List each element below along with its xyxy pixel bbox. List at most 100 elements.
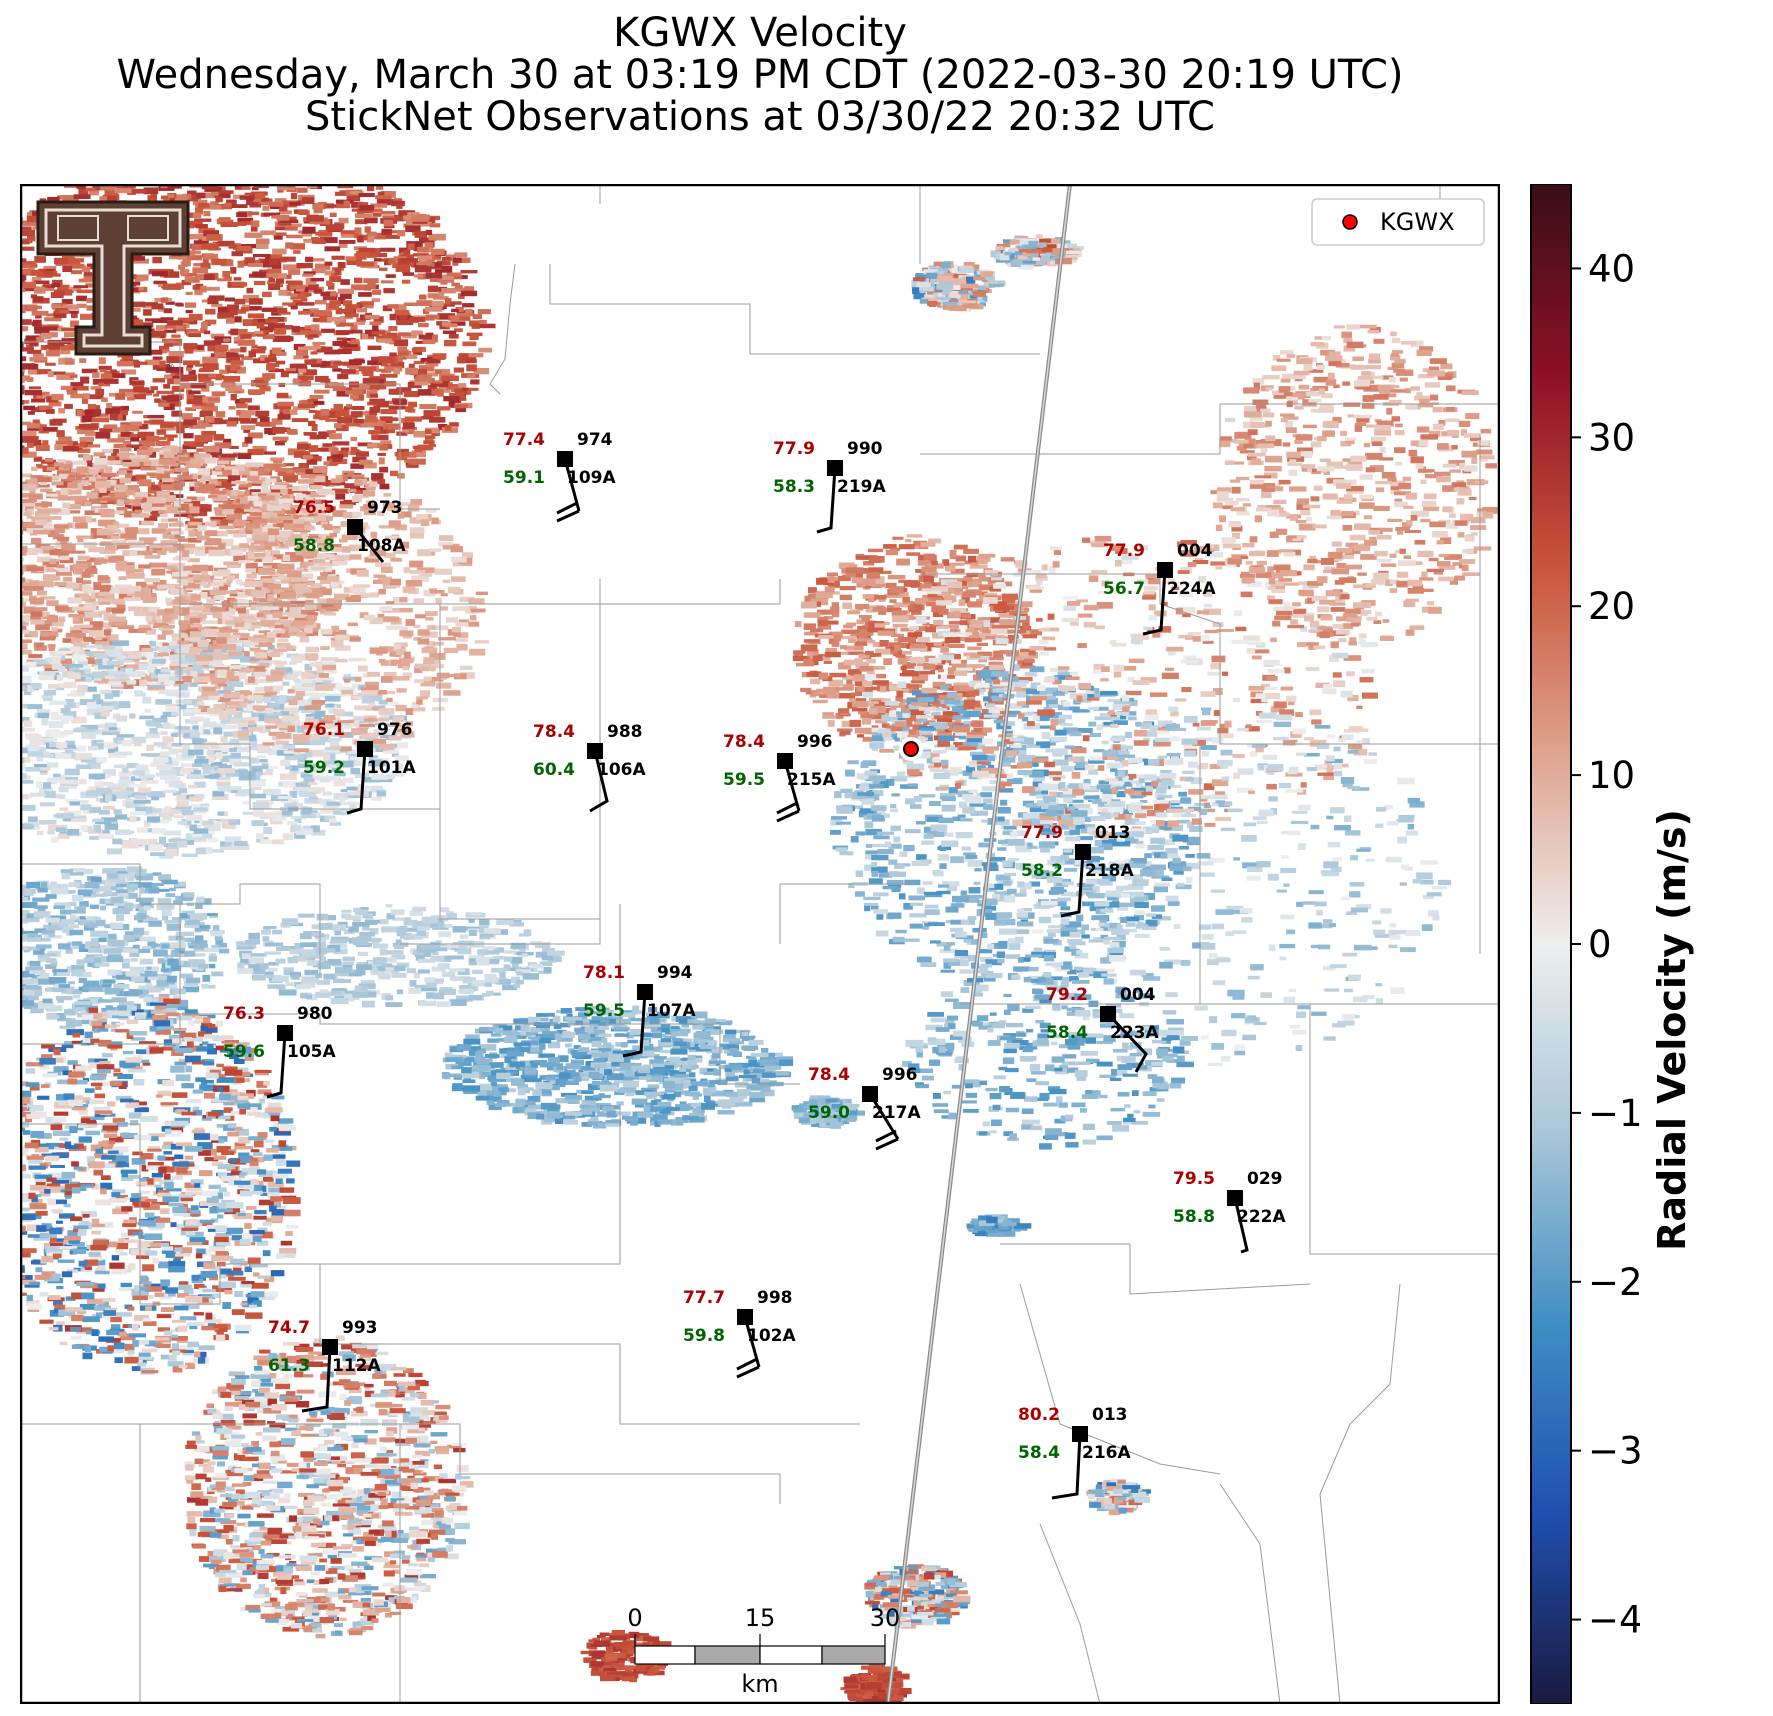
wind-barb-icon (301, 1346, 332, 1413)
colorbar-tick-label: −40 (1588, 1599, 1640, 1642)
station-id: 223A (1110, 1023, 1159, 1043)
station-pressure: 004 (1177, 541, 1213, 561)
station-pressure: 974 (577, 430, 613, 450)
station-marker (737, 1309, 753, 1325)
sticknet-stations: 76.5 973 58.8 108A 77.4 974 59.1 109A 77.9 990 58.… (223, 430, 1286, 1500)
station-dewpoint: 58.2 (1021, 861, 1063, 881)
station-id: 218A (1085, 861, 1134, 881)
title-line-2: Wednesday, March 30 at 03:19 PM CDT (202… (116, 52, 1404, 98)
station-marker (322, 1339, 338, 1355)
radar-site-marker[interactable] (899, 737, 923, 761)
colorbar-tick-label: 0 (1588, 923, 1612, 966)
county-borders (20, 184, 1500, 1704)
station-102A[interactable]: 77.7 998 59.8 102A (683, 1288, 796, 1379)
station-id: 101A (367, 758, 416, 778)
colorbar-gradient (1530, 184, 1572, 1704)
station-dewpoint: 59.1 (503, 468, 545, 488)
station-temperature: 79.2 (1046, 985, 1088, 1005)
station-222A[interactable]: 79.5 029 58.8 222A (1173, 1169, 1286, 1254)
station-id: 109A (567, 468, 616, 488)
station-dewpoint: 58.8 (1173, 1207, 1215, 1227)
colorbar-tick-label: −20 (1588, 1261, 1640, 1304)
station-id: 217A (872, 1103, 921, 1123)
station-marker (1072, 1426, 1088, 1442)
station-dewpoint: 58.4 (1046, 1023, 1088, 1043)
station-id: 108A (357, 536, 406, 556)
station-temperature: 76.5 (293, 498, 335, 518)
texas-tech-logo-icon: ® (36, 200, 190, 373)
wind-barb-icon (589, 750, 609, 813)
station-marker (347, 519, 363, 535)
station-id: 222A (1237, 1207, 1286, 1227)
station-223A[interactable]: 79.2 004 58.4 223A (1046, 985, 1159, 1073)
colorbar-tick-label: 20 (1588, 585, 1635, 628)
station-pressure: 994 (657, 963, 693, 983)
station-temperature: 76.3 (223, 1004, 265, 1024)
map-legend: KGWX (1311, 198, 1485, 246)
colorbar-ticks: 40 30 20 10 0 −10 −20 −30 −40 (1571, 247, 1640, 1642)
station-105A[interactable]: 76.3 980 59.6 105A (223, 1004, 336, 1099)
station-pressure: 990 (847, 439, 883, 459)
station-pressure: 988 (607, 722, 643, 742)
station-106A[interactable]: 78.4 988 60.4 106A (533, 722, 646, 813)
station-dewpoint: 58.8 (293, 536, 335, 556)
station-219A[interactable]: 77.9 990 58.3 219A (773, 439, 886, 534)
station-pressure: 004 (1120, 985, 1156, 1005)
station-112A[interactable]: 74.7 993 61.3 112A (268, 1318, 381, 1413)
colorbar-tick-label: 40 (1588, 247, 1635, 290)
station-dewpoint: 59.5 (583, 1001, 625, 1021)
station-temperature: 76.1 (303, 720, 345, 740)
station-107A[interactable]: 78.1 994 59.5 107A (583, 963, 696, 1058)
legend-radar-marker (1342, 214, 1358, 230)
station-id: 215A (787, 770, 836, 790)
radar-dot (903, 741, 919, 757)
wind-barb-icon (563, 458, 581, 512)
station-pressure: 993 (342, 1318, 378, 1338)
station-temperature: 77.9 (773, 439, 815, 459)
station-id: 105A (287, 1042, 336, 1062)
wind-barb-icon (346, 748, 367, 815)
station-marker (777, 753, 793, 769)
station-marker (357, 741, 373, 757)
colorbar: 40 30 20 10 0 −10 −20 −30 −40 (1530, 184, 1640, 1704)
map-frame (20, 184, 1500, 1704)
wind-barb-icon (816, 467, 837, 534)
station-109A[interactable]: 77.4 974 59.1 109A (503, 430, 616, 523)
station-marker (1100, 1006, 1116, 1022)
station-pressure: 013 (1092, 1405, 1128, 1425)
station-id: 107A (647, 1001, 696, 1021)
station-216A[interactable]: 80.2 013 58.4 216A (1018, 1405, 1131, 1500)
station-id: 219A (837, 477, 886, 497)
station-temperature: 77.7 (683, 1288, 725, 1308)
station-marker (557, 451, 573, 467)
scale-unit: km (741, 1670, 778, 1698)
station-pressure: 029 (1247, 1169, 1283, 1189)
scale-bar: 0 15 30 km (627, 1604, 900, 1698)
station-marker (1075, 844, 1091, 860)
station-217A[interactable]: 78.4 996 59.0 217A (808, 1065, 921, 1151)
station-temperature: 78.4 (533, 722, 575, 742)
station-id: 112A (332, 1356, 381, 1376)
station-218A[interactable]: 77.9 013 58.2 218A (1021, 823, 1134, 918)
station-marker (637, 984, 653, 1000)
station-dewpoint: 59.6 (223, 1042, 265, 1062)
station-temperature: 79.5 (1173, 1169, 1215, 1189)
station-108A[interactable]: 76.5 973 58.8 108A (293, 498, 406, 563)
station-dewpoint: 59.8 (683, 1326, 725, 1346)
station-101A[interactable]: 76.1 976 59.2 101A (303, 720, 416, 815)
station-pressure: 998 (757, 1288, 793, 1308)
station-pressure: 973 (367, 498, 403, 518)
station-dewpoint: 60.4 (533, 760, 575, 780)
colorbar-tick-label: −10 (1588, 1092, 1640, 1135)
station-pressure: 976 (377, 720, 413, 740)
station-marker (587, 743, 603, 759)
scale-tick-15: 15 (745, 1604, 776, 1632)
station-dewpoint: 58.3 (773, 477, 815, 497)
station-224A[interactable]: 77.9 004 56.7 224A (1103, 541, 1216, 636)
colorbar-tick-label: 30 (1588, 416, 1635, 459)
radar-map[interactable]: 76.5 973 58.8 108A 77.4 974 59.1 109A 77.9 990 58.… (20, 184, 1500, 1704)
station-215A[interactable]: 78.4 996 59.5 215A (723, 732, 836, 823)
station-dewpoint: 58.4 (1018, 1443, 1060, 1463)
station-temperature: 77.9 (1103, 541, 1145, 561)
title-line-1: KGWX Velocity (613, 10, 907, 56)
